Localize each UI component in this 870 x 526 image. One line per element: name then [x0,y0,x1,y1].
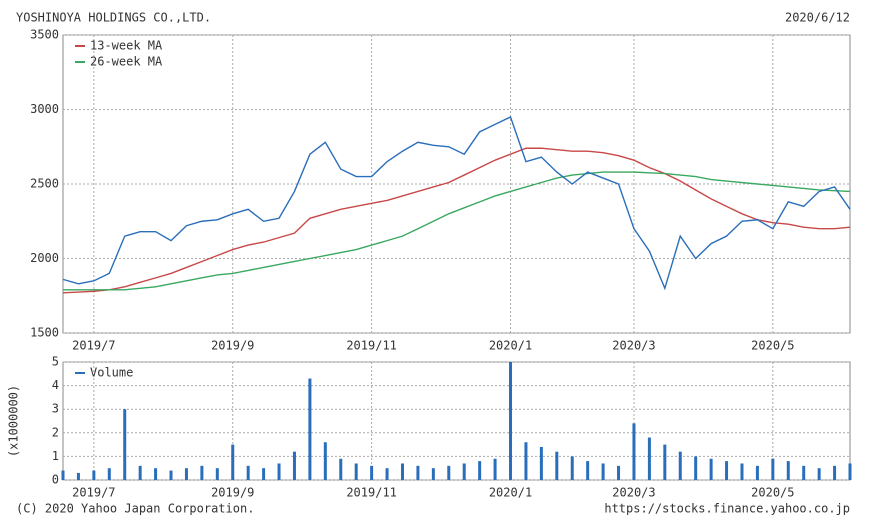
company-name: YOSHINOYA HOLDINGS CO.,LTD. [16,11,211,25]
volume-bar [200,465,204,480]
volume-bar [416,465,420,480]
volume-bar [601,463,605,480]
y-tick-label: 3500 [30,28,59,42]
y-tick-label: 4 [52,378,59,392]
x-tick-label: 2019/7 [72,486,115,500]
price-line [62,147,851,294]
y-tick-label: 2 [52,425,59,439]
y-tick-label: 1 [52,449,59,463]
x-tick-label: 2019/7 [72,339,115,353]
price-line [63,171,851,291]
volume-bar [617,465,621,480]
volume-bar [184,468,188,480]
volume-bar [323,442,327,480]
volume-bar [833,465,837,480]
volume-bar [462,463,466,480]
volume-bar [76,472,80,480]
y-tick-label: 2500 [30,177,59,191]
volume-bar [92,470,96,480]
y-tick-label: 3 [52,402,59,416]
volume-bar [647,437,651,480]
volume-bar [509,362,513,480]
volume-bar [308,378,312,480]
volume-bar [400,463,404,480]
volume-bar [817,468,821,480]
legend-label: 26-week MA [90,55,163,69]
volume-bar [755,465,759,480]
volume-bar [586,461,590,480]
volume-bar [524,442,528,480]
volume-bar [709,458,713,480]
volume-bar [246,465,250,480]
volume-bar [493,458,497,480]
price-line [62,115,851,291]
volume-bar [570,456,574,480]
volume-bar [555,451,559,480]
volume-bar [107,468,111,480]
x-tick-label: 2019/11 [346,486,397,500]
x-tick-label: 2019/9 [211,339,254,353]
volume-bar [848,463,852,480]
x-tick-label: 2020/1 [489,486,532,500]
volume-bar [215,468,219,480]
volume-bar [694,456,698,480]
volume-bar [786,461,790,480]
volume-bar [802,465,806,480]
y-axis-label: (x1000000) [7,385,21,457]
y-tick-label: 5 [52,355,59,369]
volume-bar [385,468,389,480]
volume-bar [169,470,173,480]
volume-bar [292,451,296,480]
volume-bar [354,463,358,480]
volume-bar [61,470,65,480]
volume-bar [431,468,435,480]
volume-bar [678,451,682,480]
volume-bar [277,463,281,480]
y-tick-label: 1500 [30,326,59,340]
volume-bar [771,458,775,480]
plot-area [62,361,851,481]
volume-bar [447,465,451,480]
volume-bar [339,458,343,480]
y-tick-label: 0 [52,473,59,487]
x-tick-label: 2020/3 [612,486,655,500]
x-tick-label: 2020/1 [489,339,532,353]
volume-bar [262,468,266,480]
x-tick-label: 2020/5 [751,486,794,500]
x-tick-label: 2020/5 [751,339,794,353]
volume-bar [725,461,729,480]
copyright: (C) 2020 Yahoo Japan Corporation. [16,502,254,516]
volume-bar [478,461,482,480]
volume-bar [632,423,636,480]
volume-bar [123,409,127,480]
volume-bar [231,444,235,480]
volume-bar [663,444,667,480]
legend-label: Volume [90,366,133,380]
x-tick-label: 2020/3 [612,339,655,353]
volume-bar [138,465,142,480]
y-tick-label: 3000 [30,102,59,116]
y-tick-label: 2000 [30,251,59,265]
x-tick-label: 2019/9 [211,486,254,500]
volume-bar [154,468,158,480]
date: 2020/6/12 [785,11,850,25]
x-tick-label: 2019/11 [346,339,397,353]
source-url: https://stocks.finance.yahoo.co.jp [604,502,850,516]
legend-label: 13-week MA [90,39,163,53]
volume-bar [370,465,374,480]
volume-bar [539,446,543,480]
volume-bar [740,463,744,480]
